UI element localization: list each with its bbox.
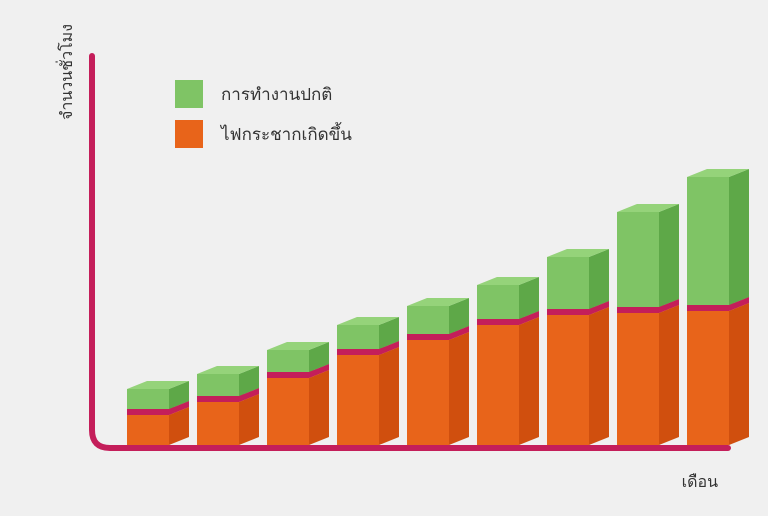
bar-group (197, 364, 259, 445)
bar-group (267, 340, 329, 445)
bar-group (337, 315, 399, 445)
bar-group (547, 247, 609, 445)
bar-group (407, 296, 469, 445)
bars-area (102, 50, 722, 445)
bar-group (127, 379, 189, 445)
y-axis-label: จำนวนชั่วโมง (55, 24, 80, 120)
bar-group (477, 275, 539, 445)
bar-group (617, 202, 679, 445)
x-axis-label: เดือน (682, 470, 718, 495)
bar-group (687, 167, 749, 445)
